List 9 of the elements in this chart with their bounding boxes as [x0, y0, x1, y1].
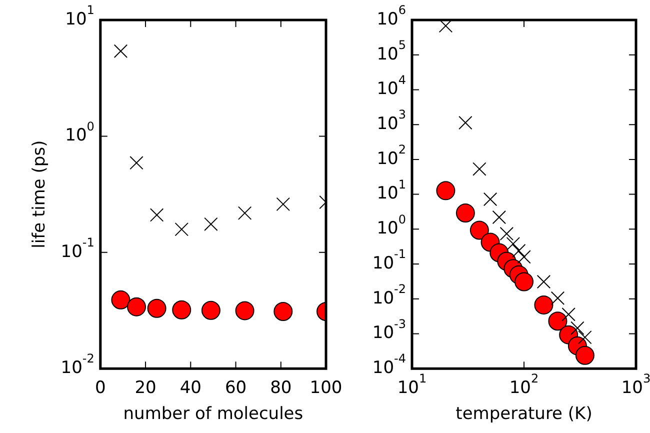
- x-axis-title: number of molecules: [123, 404, 304, 424]
- x-axis-title: temperature (K): [456, 404, 592, 424]
- x-tick-label: 40: [180, 378, 202, 398]
- y-axis-title: life time (ps): [30, 140, 50, 248]
- x-tick-label: 60: [224, 378, 247, 398]
- x-tick-label: 100: [310, 378, 342, 398]
- x-tick-label: 0: [94, 378, 106, 398]
- x-tick-label: 80: [270, 378, 292, 398]
- x-tick-label: 20: [134, 378, 156, 398]
